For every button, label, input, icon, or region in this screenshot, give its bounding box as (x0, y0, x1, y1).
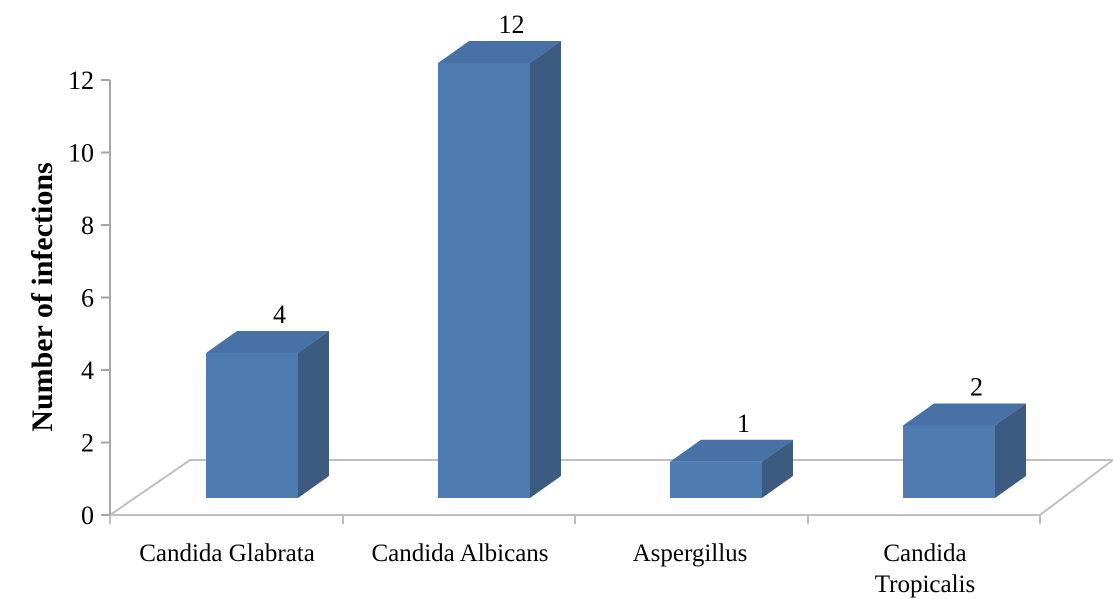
bar-front-face (438, 63, 530, 498)
category-label-line: Tropicalis (875, 571, 975, 598)
category-label-line: Candida (883, 540, 966, 567)
floor-right-edge (1039, 459, 1113, 516)
bar-top-face (670, 439, 793, 462)
bar-side-face (762, 439, 793, 498)
category-label: Candida Glabrata (139, 540, 315, 567)
bar-front-face (206, 353, 298, 498)
bar-front-face (670, 461, 762, 498)
category-label-line: Candida Glabrata (139, 540, 315, 567)
y-tick-label: 2 (81, 429, 94, 458)
bar-top-face (903, 403, 1026, 426)
category-label: Aspergillus (633, 540, 748, 567)
bar-side-face (530, 41, 561, 498)
y-tick-label: 4 (81, 356, 94, 385)
floor-back-edge (109, 459, 1113, 516)
y-axis: 0 2 4 6 8 10 12 (68, 66, 111, 530)
chart-floor (109, 459, 1113, 524)
category-label: Candida Albicans (371, 540, 548, 567)
y-axis-title: Number of infections (26, 162, 59, 431)
y-tick-label: 6 (81, 284, 94, 313)
data-label: 12 (499, 10, 525, 39)
bar (903, 403, 1026, 498)
category-label-line: Candida Albicans (371, 540, 548, 567)
bar-top-face (206, 331, 329, 353)
y-tick-label: 8 (81, 211, 94, 240)
data-label: 1 (737, 409, 750, 438)
bar-side-face (298, 331, 329, 498)
bar (206, 331, 329, 498)
bar-side-face (995, 403, 1026, 498)
bar (670, 439, 793, 498)
data-label: 2 (970, 373, 983, 402)
category-label-line: Aspergillus (633, 540, 748, 567)
y-tick-label: 0 (81, 501, 94, 530)
bar-top-face (438, 41, 561, 63)
y-tick-label: 10 (68, 139, 94, 168)
bar (438, 41, 561, 498)
bars (206, 41, 1026, 498)
y-tick-label: 12 (68, 66, 94, 95)
data-label: 4 (273, 300, 286, 329)
category-label: Candida Tropicalis (875, 540, 975, 598)
bar-front-face (903, 425, 995, 498)
